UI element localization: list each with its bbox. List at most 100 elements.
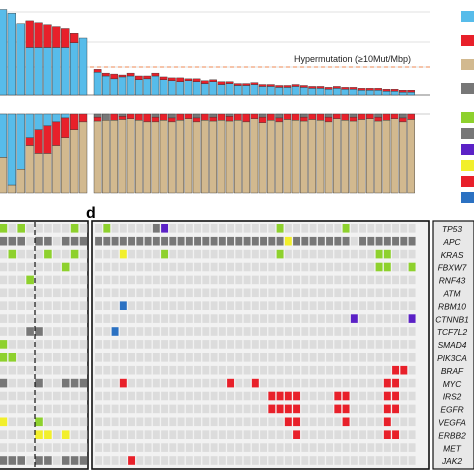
matrix-cell-empty xyxy=(53,353,61,362)
matrix-cell-empty xyxy=(26,365,34,375)
matrix-cell-empty xyxy=(70,262,79,272)
spectrum-seg-tan xyxy=(151,121,160,194)
matrix-cell-empty xyxy=(169,353,177,362)
matrix-cell-yellow xyxy=(119,249,127,259)
matrix-cell-empty xyxy=(227,301,235,310)
matrix-cell-empty xyxy=(169,340,177,349)
matrix-cell-empty xyxy=(35,443,43,452)
spectrum-seg-tan xyxy=(366,118,374,194)
matrix-cell-empty xyxy=(317,404,325,414)
matrix-cell-yellow xyxy=(61,430,70,439)
tmb-bar-red xyxy=(366,88,374,91)
matrix-cell-empty xyxy=(177,391,185,401)
matrix-cell-empty xyxy=(227,275,235,285)
matrix-cell-red xyxy=(128,456,136,465)
matrix-cell-empty xyxy=(177,327,185,336)
matrix-cell-empty xyxy=(210,314,218,323)
matrix-cell-empty xyxy=(260,353,268,362)
matrix-cell-empty xyxy=(251,353,259,362)
matrix-cell-empty xyxy=(128,314,136,323)
matrix-cell-gray xyxy=(0,456,8,465)
matrix-cell-green xyxy=(276,249,284,259)
matrix-cell-empty xyxy=(79,404,88,414)
matrix-cell-empty xyxy=(185,314,193,323)
matrix-cell-empty xyxy=(309,391,317,401)
spectrum-seg-red xyxy=(118,116,127,120)
legend-swatch-dblue xyxy=(461,192,474,203)
matrix-cell-empty xyxy=(235,378,243,388)
spectrum-seg-blue xyxy=(7,113,17,186)
spectrum-seg-tan xyxy=(78,121,88,194)
tmb-bar-blue xyxy=(225,83,234,96)
matrix-cell-empty xyxy=(359,224,367,233)
matrix-cell-empty xyxy=(0,288,8,298)
matrix-cell-empty xyxy=(8,288,17,298)
matrix-cell-empty xyxy=(276,262,284,272)
matrix-cell-empty xyxy=(408,378,416,388)
matrix-cell-empty xyxy=(359,249,367,259)
matrix-cell-empty xyxy=(309,301,317,310)
matrix-cell-empty xyxy=(243,378,251,388)
matrix-cell-empty xyxy=(79,288,88,298)
panel-label: d xyxy=(86,205,96,222)
spectrum-seg-red xyxy=(333,113,341,119)
matrix-cell-empty xyxy=(152,378,160,388)
matrix-cell-empty xyxy=(177,301,185,310)
spectrum-seg-red xyxy=(25,137,34,146)
spectrum-seg-red xyxy=(126,113,135,119)
matrix-cell-empty xyxy=(53,224,61,233)
spectrum-seg-red xyxy=(43,125,52,154)
matrix-cell-empty xyxy=(301,275,309,285)
matrix-cell-empty xyxy=(260,443,268,452)
matrix-cell-empty xyxy=(103,365,111,375)
matrix-cell-empty xyxy=(8,340,17,349)
matrix-cell-empty xyxy=(44,327,52,336)
matrix-cell-empty xyxy=(169,456,177,465)
matrix-cell-green xyxy=(70,224,79,233)
matrix-cell-empty xyxy=(95,340,103,349)
spectrum-seg-tan xyxy=(102,120,110,194)
spectrum-seg-gray xyxy=(324,113,333,118)
matrix-cell-empty xyxy=(144,327,152,336)
matrix-cell-red xyxy=(383,404,391,414)
matrix-cell-empty xyxy=(309,327,317,336)
matrix-cell-empty xyxy=(392,224,400,233)
matrix-cell-empty xyxy=(202,443,210,452)
matrix-cell-empty xyxy=(0,327,8,336)
matrix-cell-empty xyxy=(334,224,342,233)
matrix-cell-empty xyxy=(235,249,243,259)
matrix-cell-gray xyxy=(44,236,52,246)
spectrum-seg-gray xyxy=(399,113,407,119)
matrix-cell-empty xyxy=(301,301,309,310)
spectrum-seg-red xyxy=(300,116,308,122)
spectrum-seg-red xyxy=(250,113,259,119)
matrix-cell-empty xyxy=(227,456,235,465)
matrix-cell-empty xyxy=(326,340,334,349)
matrix-cell-empty xyxy=(161,378,169,388)
matrix-cell-empty xyxy=(309,275,317,285)
matrix-cell-empty xyxy=(103,314,111,323)
matrix-cell-empty xyxy=(227,404,235,414)
legend-swatch-purple xyxy=(461,144,474,155)
matrix-cell-empty xyxy=(79,353,88,362)
matrix-cell-empty xyxy=(144,404,152,414)
matrix-cell-empty xyxy=(202,288,210,298)
matrix-cell-empty xyxy=(185,378,193,388)
matrix-cell-empty xyxy=(251,404,259,414)
matrix-cell-empty xyxy=(35,224,43,233)
gene-label: RBM10 xyxy=(438,301,466,311)
matrix-cell-empty xyxy=(317,262,325,272)
matrix-cell-empty xyxy=(350,288,358,298)
matrix-cell-empty xyxy=(408,417,416,427)
matrix-cell-empty xyxy=(202,378,210,388)
matrix-cell-empty xyxy=(61,224,70,233)
matrix-cell-empty xyxy=(400,314,408,323)
matrix-cell-empty xyxy=(61,249,70,259)
matrix-cell-empty xyxy=(70,353,79,362)
matrix-cell-gray xyxy=(383,236,391,246)
matrix-cell-empty xyxy=(44,404,52,414)
matrix-cell-empty xyxy=(152,262,160,272)
spectrum-seg-red xyxy=(234,113,242,121)
spectrum-seg-red xyxy=(151,116,160,123)
spectrum-seg-red xyxy=(258,116,267,123)
